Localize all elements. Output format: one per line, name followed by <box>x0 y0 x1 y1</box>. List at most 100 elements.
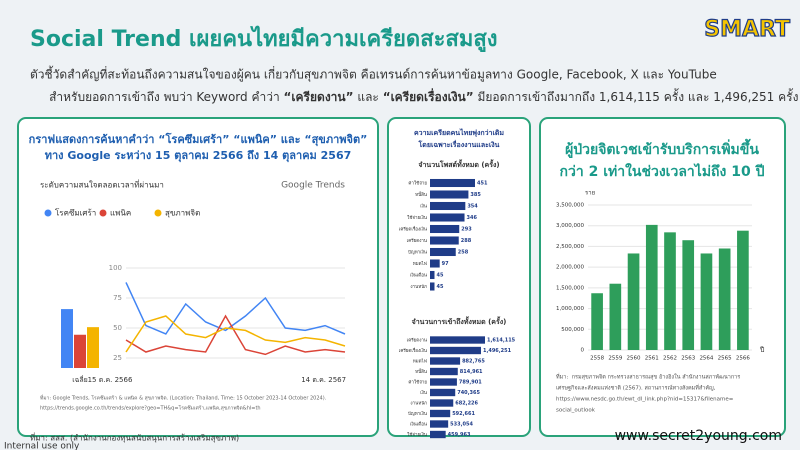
value-label: 814,961 <box>460 369 483 375</box>
average-label: เฉลี่ย <box>72 375 88 384</box>
chart-title: กว่า 2 เท่าในช่วงเวลาไม่ถึง 10 ปี <box>560 162 765 180</box>
value-label: 346 <box>467 215 478 221</box>
bar <box>664 232 676 350</box>
bar <box>718 248 731 350</box>
bar <box>430 201 466 211</box>
value-label: 45 <box>436 284 443 290</box>
x-tick-label: 2559 <box>608 356 622 362</box>
x-tick-label: 2563 <box>681 356 695 362</box>
bar <box>430 236 459 245</box>
y-tick-label: 1,000,000 <box>556 306 584 312</box>
chart-subtitle: ระดับความสนใจตลอดเวลาที่ผ่านมา <box>40 179 164 190</box>
bar <box>627 253 640 350</box>
bar <box>737 230 749 350</box>
legend-label: แพนิค <box>110 209 131 218</box>
source-note: https://trends.google.co.th/trends/explo… <box>40 405 261 412</box>
source-note: ที่มา: กรมสุขภาพจิต กระทรวงสาธารณสุข อ้า… <box>556 373 741 381</box>
category-label: หมดไฟ <box>413 261 427 267</box>
brand: Google Trends <box>281 181 345 191</box>
panel <box>539 117 786 437</box>
chart-title: จำนวนโพสต์ทั้งหมด (ครั้ง) <box>418 158 499 169</box>
source-note: ที่มา: Google Trends, โรคซึมเศร้า & แพนิ… <box>40 395 327 402</box>
category-label: หมดไฟ <box>413 359 427 365</box>
page-title: Social Trend เผยคนไทยมีความเครียดสะสมสูง <box>30 25 498 53</box>
average-bar <box>87 327 99 368</box>
chart-title: กราฟแสดงการค้นหาคำว่า “โรคซึมเศร้า” “แพน… <box>29 132 368 147</box>
value-label: 459,963 <box>448 432 471 438</box>
logo: SMART <box>704 17 790 42</box>
trend-line <box>125 314 346 356</box>
bar <box>430 190 469 199</box>
y-tick-label: 1,500,000 <box>556 285 584 291</box>
average-bar <box>61 309 73 368</box>
y-tick-label: 3,500,000 <box>556 203 584 209</box>
subtitle-part: และ <box>354 90 383 104</box>
value-label: 385 <box>470 192 481 198</box>
value-label: 682,226 <box>455 401 478 407</box>
source-note: https://www.nesdc.go.th/ewt_dl_link.php?… <box>556 397 734 403</box>
category-label: เงินเดือน <box>410 272 427 279</box>
y-tick-label: 2,500,000 <box>556 244 584 250</box>
bar <box>430 213 465 222</box>
value-label: 740,365 <box>457 390 480 396</box>
legend-label: โรคซึมเศร้า <box>55 208 96 218</box>
x-axis-label: ปี <box>760 346 765 354</box>
x-tick-label: 2558 <box>590 356 604 362</box>
x-tick-label: 2565 <box>718 356 732 362</box>
category-label: เงิน <box>420 390 427 396</box>
bar <box>430 388 456 397</box>
subtitle-part: สำหรับยอดการเข้าถึง พบว่า Keyword คำว่า <box>49 90 283 104</box>
value-label: 288 <box>461 238 472 244</box>
category-label: เงินเดือน <box>410 421 427 428</box>
bar <box>645 224 658 350</box>
x-tick-label: 2560 <box>627 356 641 362</box>
bar <box>430 224 460 234</box>
subtitle-keyword: “เครียดเรื่องเงิน” <box>383 88 474 104</box>
panel-title: โดยเฉพาะเรื่องงานและเงิน <box>418 139 500 149</box>
bar <box>430 420 449 428</box>
bar <box>430 409 451 418</box>
x-tick-label: 2561 <box>645 356 659 362</box>
legend-marker <box>99 209 107 217</box>
panel <box>387 117 531 437</box>
x-tick-label: 2562 <box>663 356 677 362</box>
x-tick-label: 14 ต.ค. 2567 <box>301 376 346 384</box>
category-label: หนี้สิน <box>415 191 427 198</box>
chart-title: จำนวนการเข้าถึงทั้งหมด (ครั้ง) <box>412 315 507 326</box>
category-label: เครียดเรื่องเงิน <box>399 226 427 233</box>
category-label: งานหนัก <box>410 284 427 290</box>
category-label: ใช้จ่ายเงิน <box>407 432 427 438</box>
bar <box>700 253 713 350</box>
panel <box>17 117 379 437</box>
bar <box>430 282 435 291</box>
category-label: ค่าใช้จ่าย <box>408 181 427 187</box>
y-tick-label: 2,000,000 <box>556 265 584 271</box>
chart-title: ทาง Google ระหว่าง 15 ตุลาคม 2566 ถึง 14… <box>45 149 352 163</box>
website: www.secret2young.com <box>615 428 782 444</box>
bar <box>430 357 461 365</box>
legend-marker <box>154 209 162 217</box>
category-label: งานหนัก <box>410 401 427 407</box>
category-label: เงิน <box>420 204 427 210</box>
category-label: เครียดงาน <box>407 238 427 244</box>
category-label: เครียดเรื่องเงิน <box>399 347 427 354</box>
value-label: 533,054 <box>450 422 473 428</box>
x-tick-label: 2566 <box>736 356 750 362</box>
value-label: 1,614,115 <box>487 338 516 344</box>
y-tick-label: 75 <box>113 294 122 302</box>
value-label: 592,661 <box>452 411 475 417</box>
value-label: 258 <box>458 250 469 256</box>
subtitle-part: มียอดการเข้าถึงมากถึง 1,614,115 ครั้ง แล… <box>474 88 799 104</box>
source-note: social_outlook <box>556 408 596 414</box>
y-tick-label: 25 <box>113 354 122 362</box>
footer-source: ที่มา: สสส. (สำนักงานกองทุนสนับสนุนการสร… <box>30 432 239 443</box>
y-tick-label: 100 <box>109 264 122 272</box>
value-label: 789,901 <box>459 380 482 386</box>
category-label: เครียดงาน <box>407 338 427 344</box>
bar <box>430 346 481 355</box>
bar <box>430 336 485 344</box>
bar <box>430 178 475 188</box>
average-bar <box>74 334 86 368</box>
value-label: 293 <box>461 227 472 233</box>
